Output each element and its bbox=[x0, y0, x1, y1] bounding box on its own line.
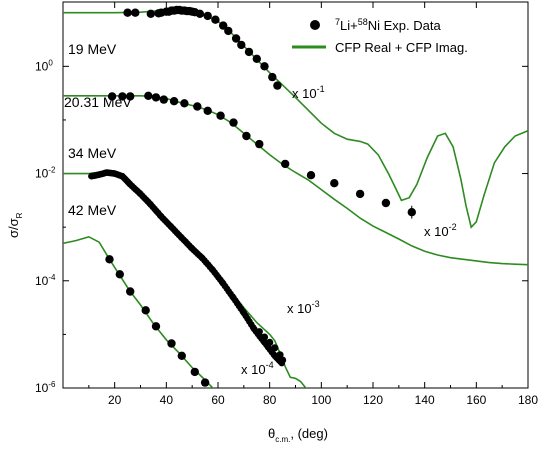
data-point-1 bbox=[255, 139, 264, 149]
data-point-1 bbox=[229, 118, 238, 127]
data-point-0 bbox=[260, 62, 269, 71]
data-point-2 bbox=[260, 333, 269, 341]
x-tick-label: 40 bbox=[160, 393, 174, 407]
data-point-1 bbox=[203, 106, 212, 116]
data-point-1 bbox=[118, 92, 127, 101]
data-point-3 bbox=[177, 351, 186, 360]
data-point-0 bbox=[211, 15, 220, 24]
legend-data-marker bbox=[310, 20, 320, 30]
plot-frame bbox=[62, 1, 529, 389]
data-point-1 bbox=[144, 91, 153, 101]
data-point-0 bbox=[131, 8, 140, 17]
data-point-0 bbox=[244, 47, 254, 57]
data-point-1 bbox=[151, 93, 161, 102]
data-point-0 bbox=[273, 81, 282, 90]
data-point-2 bbox=[266, 338, 274, 346]
data-point-2 bbox=[271, 344, 279, 352]
scale-label-34: x 10-3 bbox=[287, 299, 320, 316]
data-point-0 bbox=[123, 8, 132, 17]
scale-label-20: x 10-2 bbox=[424, 222, 457, 239]
legend: 7Li+58Ni Exp. Data CFP Real + CFP Imag. bbox=[292, 17, 468, 55]
x-tick-label: 120 bbox=[363, 393, 383, 407]
energy-label-34: 34 MeV bbox=[68, 145, 117, 161]
data-point-3 bbox=[126, 287, 135, 296]
energy-label-42: 42 MeV bbox=[68, 202, 117, 218]
data-point-0 bbox=[203, 11, 212, 21]
fit-curves bbox=[63, 9, 528, 388]
data-point-0 bbox=[268, 72, 277, 82]
data-point-1 bbox=[107, 92, 117, 101]
data-point-0 bbox=[146, 9, 155, 18]
data-point-1 bbox=[126, 92, 135, 101]
legend-fit-label: CFP Real + CFP Imag. bbox=[335, 40, 468, 55]
data-point-2 bbox=[255, 328, 263, 336]
data-point-0 bbox=[219, 21, 228, 30]
data-point-3 bbox=[141, 306, 150, 315]
data-point-0 bbox=[231, 34, 241, 43]
y-axis-title: σ/σR bbox=[6, 212, 24, 238]
data-point-0 bbox=[252, 54, 261, 63]
data-point-0 bbox=[224, 26, 233, 36]
y-tick-label: 10-2 bbox=[35, 166, 56, 181]
data-point-3 bbox=[200, 378, 210, 387]
energy-label-19: 19 MeV bbox=[68, 41, 117, 57]
data-point-1 bbox=[216, 111, 225, 120]
x-tick-label: 20 bbox=[108, 393, 122, 407]
energy-label-20: 20.31 MeV bbox=[64, 94, 132, 110]
data-point-3 bbox=[229, 405, 237, 413]
data-point-3 bbox=[190, 367, 199, 377]
data-point-1 bbox=[242, 131, 251, 141]
x-tick-label: 60 bbox=[211, 393, 225, 407]
data-point-1 bbox=[281, 159, 290, 169]
data-point-3 bbox=[115, 270, 125, 279]
data-point-3 bbox=[167, 339, 176, 348]
axis-ticks: 20 40 60 80 100 120 140 160 180 100 10-2 10-4 10-6 bbox=[35, 2, 538, 407]
data-point-1 bbox=[193, 102, 202, 111]
data-point-3 bbox=[105, 255, 114, 264]
data-point-0 bbox=[237, 40, 246, 50]
x-axis-title: θc.m., (deg) bbox=[268, 426, 328, 444]
x-tick-label: 160 bbox=[466, 393, 486, 407]
x-tick-label: 140 bbox=[415, 393, 435, 407]
data-points bbox=[88, 5, 416, 413]
data-point-1 bbox=[180, 99, 189, 108]
y-tick-label: 10-4 bbox=[35, 273, 56, 288]
legend-data-label: 7Li+58Ni Exp. Data bbox=[335, 17, 441, 33]
data-point-0 bbox=[195, 9, 205, 18]
data-point-1 bbox=[159, 95, 168, 104]
x-tick-label: 100 bbox=[311, 393, 331, 407]
y-tick-label: 100 bbox=[35, 58, 53, 73]
x-tick-label: 180 bbox=[518, 393, 538, 407]
x-tick-label: 80 bbox=[263, 393, 277, 407]
scale-label-42: x 10-4 bbox=[241, 360, 274, 377]
y-tick-label: 10-6 bbox=[35, 380, 56, 395]
data-point-2 bbox=[279, 356, 287, 364]
data-point-1 bbox=[169, 97, 179, 106]
data-point-3 bbox=[151, 322, 161, 331]
scale-label-19: x 10-1 bbox=[292, 84, 325, 101]
fit-curve-1 bbox=[63, 95, 528, 266]
